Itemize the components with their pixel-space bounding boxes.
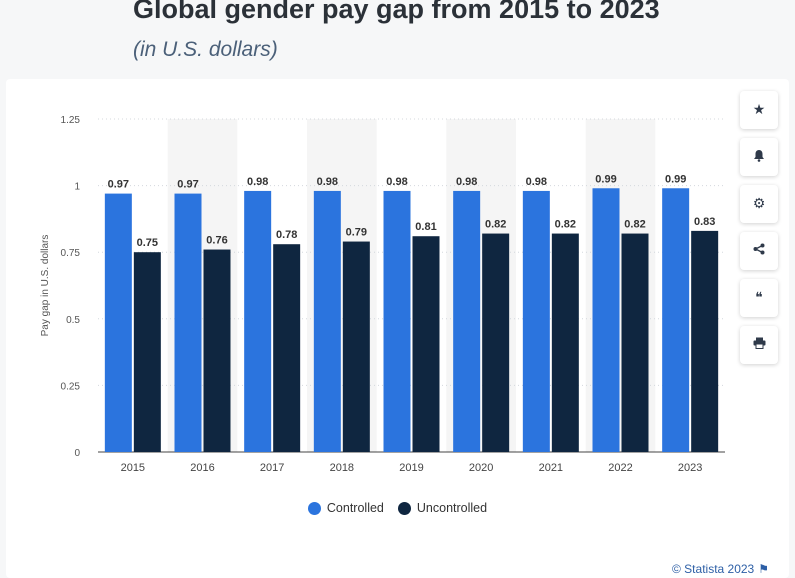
x-tick-label: 2017 — [260, 462, 284, 474]
x-tick-label: 2021 — [539, 462, 563, 474]
bar-controlled — [174, 193, 202, 452]
bar-controlled — [244, 190, 272, 452]
y-tick-label: 0.25 — [61, 381, 81, 392]
legend-item-controlled[interactable]: Controlled — [307, 501, 384, 515]
notification-button[interactable] — [740, 138, 778, 176]
bar-uncontrolled — [621, 233, 649, 452]
data-label-controlled: 0.97 — [177, 179, 198, 191]
data-label-uncontrolled: 0.78 — [276, 229, 297, 241]
data-label-controlled: 0.99 — [595, 173, 616, 185]
credit-text: © Statista 2023 — [672, 562, 755, 576]
y-tick-label: 0 — [74, 448, 80, 459]
star-icon: ★ — [752, 102, 766, 118]
data-label-uncontrolled: 0.82 — [485, 219, 506, 231]
y-tick-label: 0.75 — [61, 248, 81, 259]
x-tick-label: 2015 — [121, 462, 145, 474]
quote-icon: ❝ — [755, 290, 763, 306]
bar-controlled — [522, 190, 550, 452]
bar-controlled — [453, 190, 481, 452]
data-label-controlled: 0.98 — [386, 176, 407, 188]
statista-credit[interactable]: © Statista 2023 ⚑ — [672, 562, 769, 576]
bar-controlled — [313, 190, 341, 452]
x-tick-label: 2018 — [330, 462, 354, 474]
gear-icon: ⚙ — [752, 196, 766, 212]
cite-button[interactable]: ❝ — [740, 279, 778, 317]
bar-controlled — [383, 190, 411, 452]
legend-item-uncontrolled[interactable]: Uncontrolled — [397, 501, 488, 515]
share-button[interactable] — [740, 232, 778, 270]
bar-uncontrolled — [342, 241, 370, 452]
data-label-uncontrolled: 0.82 — [624, 219, 645, 231]
data-label-controlled: 0.97 — [108, 179, 129, 191]
data-label-uncontrolled: 0.76 — [206, 235, 227, 247]
settings-button[interactable]: ⚙ — [740, 185, 778, 223]
legend-label-controlled: Controlled — [326, 501, 384, 515]
bell-icon — [753, 149, 765, 166]
bar-uncontrolled — [551, 233, 579, 452]
bar-controlled — [662, 188, 690, 452]
x-tick-label: 2016 — [190, 462, 214, 474]
chart-subtitle: (in U.S. dollars) — [133, 38, 278, 61]
favorite-button[interactable]: ★ — [740, 91, 778, 129]
bar-uncontrolled — [203, 249, 231, 452]
bar-uncontrolled — [482, 233, 510, 452]
data-label-uncontrolled: 0.75 — [137, 237, 158, 249]
data-label-controlled: 0.98 — [317, 176, 338, 188]
data-label-controlled: 0.98 — [456, 176, 477, 188]
chart-title: Global gender pay gap from 2015 to 2023 — [133, 0, 660, 24]
data-label-controlled: 0.98 — [526, 176, 547, 188]
bar-controlled — [104, 193, 132, 452]
data-label-uncontrolled: 0.79 — [346, 227, 367, 239]
data-label-controlled: 0.99 — [665, 173, 686, 185]
x-tick-label: 2019 — [399, 462, 423, 474]
legend: Controlled Uncontrolled — [6, 501, 789, 515]
y-tick-label: 1.25 — [61, 115, 81, 126]
y-tick-label: 0.5 — [66, 315, 80, 326]
data-label-uncontrolled: 0.83 — [694, 216, 715, 228]
data-label-uncontrolled: 0.82 — [555, 219, 576, 231]
bar-chart: 0 0.25 0.5 0.75 1 1.25 Pay gap in U.S. dollars… — [40, 115, 725, 474]
print-button[interactable] — [740, 326, 778, 364]
side-toolbar: ★ ⚙ ❝ — [740, 91, 778, 373]
legend-label-uncontrolled: Uncontrolled — [416, 501, 488, 515]
x-tick-label: 2022 — [608, 462, 632, 474]
bar-uncontrolled — [273, 244, 301, 452]
flag-icon: ⚑ — [758, 562, 769, 576]
data-label-uncontrolled: 0.81 — [415, 221, 436, 233]
share-icon — [753, 243, 765, 259]
bar-uncontrolled — [412, 236, 440, 452]
x-tick-label: 2023 — [678, 462, 702, 474]
bar-uncontrolled — [691, 230, 719, 452]
bar-uncontrolled — [133, 252, 161, 452]
legend-swatch-controlled — [307, 501, 321, 515]
legend-swatch-uncontrolled — [397, 501, 411, 515]
y-axis-title: Pay gap in U.S. dollars — [40, 235, 51, 337]
print-icon — [753, 337, 766, 353]
chart-card: 0 0.25 0.5 0.75 1 1.25 Pay gap in U.S. dollars… — [6, 79, 789, 578]
y-tick-label: 1 — [74, 182, 80, 193]
x-tick-label: 2020 — [469, 462, 493, 474]
data-label-controlled: 0.98 — [247, 176, 268, 188]
bar-controlled — [592, 188, 620, 452]
